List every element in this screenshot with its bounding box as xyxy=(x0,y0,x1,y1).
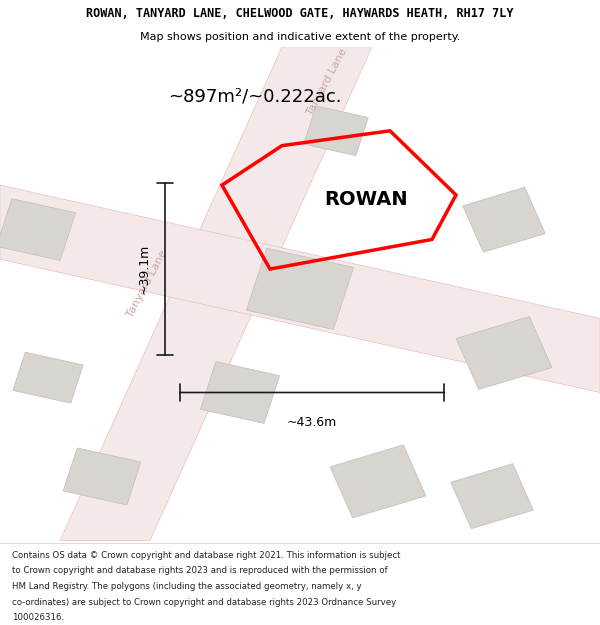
Polygon shape xyxy=(463,188,545,252)
Text: co-ordinates) are subject to Crown copyright and database rights 2023 Ordnance S: co-ordinates) are subject to Crown copyr… xyxy=(12,598,396,607)
Text: Map shows position and indicative extent of the property.: Map shows position and indicative extent… xyxy=(140,31,460,41)
Text: ROWAN, TANYARD LANE, CHELWOOD GATE, HAYWARDS HEATH, RH17 7LY: ROWAN, TANYARD LANE, CHELWOOD GATE, HAYW… xyxy=(86,7,514,19)
Text: Tanyard Lane: Tanyard Lane xyxy=(125,249,169,319)
Polygon shape xyxy=(13,352,83,403)
Polygon shape xyxy=(63,448,141,505)
Text: ~39.1m: ~39.1m xyxy=(137,244,151,294)
Text: 100026316.: 100026316. xyxy=(12,613,64,622)
Text: HM Land Registry. The polygons (including the associated geometry, namely x, y: HM Land Registry. The polygons (includin… xyxy=(12,582,362,591)
Text: Tanyard Lane: Tanyard Lane xyxy=(305,46,349,117)
Polygon shape xyxy=(451,464,533,529)
Text: to Crown copyright and database rights 2023 and is reproduced with the permissio: to Crown copyright and database rights 2… xyxy=(12,566,388,576)
Polygon shape xyxy=(0,185,600,392)
Polygon shape xyxy=(60,47,372,541)
Polygon shape xyxy=(247,248,353,329)
Polygon shape xyxy=(200,362,280,423)
Polygon shape xyxy=(0,199,76,261)
Polygon shape xyxy=(330,445,426,518)
Text: ~43.6m: ~43.6m xyxy=(287,416,337,429)
Text: ROWAN: ROWAN xyxy=(324,189,408,209)
Polygon shape xyxy=(304,106,368,156)
Polygon shape xyxy=(456,316,552,389)
Text: Contains OS data © Crown copyright and database right 2021. This information is : Contains OS data © Crown copyright and d… xyxy=(12,551,401,560)
Text: ~897m²/~0.222ac.: ~897m²/~0.222ac. xyxy=(168,88,341,105)
